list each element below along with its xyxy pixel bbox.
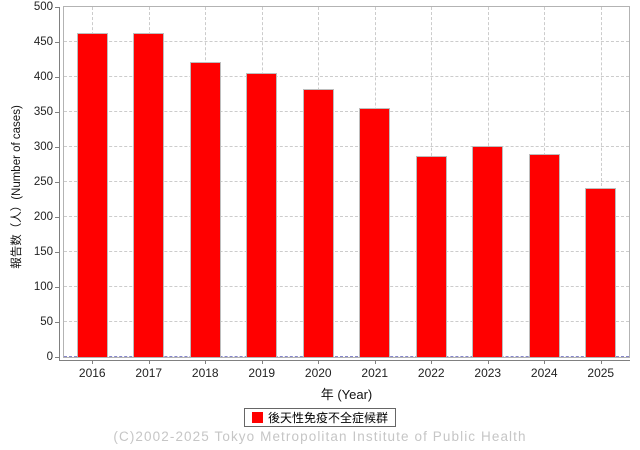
x-tick-label-2024: 2024 <box>530 366 558 380</box>
y-tick-mark-100 <box>55 287 59 288</box>
y-tick-label-150: 150 <box>33 246 53 258</box>
y-tick-label-500: 500 <box>33 1 53 13</box>
zero-baseline <box>64 356 629 357</box>
gridline-y-100 <box>64 286 629 287</box>
x-tick-label-2025: 2025 <box>587 366 615 380</box>
x-tick-mark-2021 <box>375 361 376 364</box>
x-tick-mark-2024 <box>544 361 545 364</box>
x-tick-mark-2022 <box>431 361 432 364</box>
y-tick-label-350: 350 <box>33 106 53 118</box>
x-tick-label-2022: 2022 <box>417 366 445 380</box>
x-tick-label-2018: 2018 <box>191 366 219 380</box>
gridline-y-200 <box>64 216 629 217</box>
gridline-y-400 <box>64 76 629 77</box>
bar-2016 <box>77 33 108 357</box>
x-tick-label-2021: 2021 <box>361 366 389 380</box>
y-tick-label-300: 300 <box>33 141 53 153</box>
y-tick-label-100: 100 <box>33 281 53 293</box>
x-axis-title: 年 (Year) <box>320 387 373 402</box>
plot-area <box>63 6 630 358</box>
legend: 後天性免疫不全症候群 <box>243 408 397 427</box>
y-tick-mark-400 <box>55 77 59 78</box>
legend-swatch-icon <box>251 412 263 423</box>
bar-2022 <box>416 156 447 357</box>
y-tick-label-200: 200 <box>33 211 53 223</box>
y-tick-mark-0 <box>55 357 59 358</box>
gridline-y-50 <box>64 321 629 322</box>
x-tick-label-2020: 2020 <box>304 366 332 380</box>
gridline-y-450 <box>64 41 629 42</box>
gridline-y-300 <box>64 146 629 147</box>
y-axis-line <box>59 7 60 361</box>
x-tick-mark-2019 <box>262 361 263 364</box>
y-tick-label-400: 400 <box>33 71 53 83</box>
x-tick-label-2023: 2023 <box>474 366 502 380</box>
x-tick-label-2019: 2019 <box>248 366 276 380</box>
y-tick-label-250: 250 <box>33 176 53 188</box>
y-tick-mark-450 <box>55 42 59 43</box>
y-tick-mark-150 <box>55 252 59 253</box>
y-tick-mark-200 <box>55 217 59 218</box>
x-tick-label-2017: 2017 <box>135 366 163 380</box>
y-tick-mark-350 <box>55 112 59 113</box>
bar-2020 <box>303 89 334 357</box>
bar-2021 <box>359 108 390 357</box>
bar-2018 <box>190 62 221 357</box>
bar-2019 <box>246 73 277 357</box>
y-tick-label-0: 0 <box>46 351 53 363</box>
gridline-y-150 <box>64 251 629 252</box>
x-tick-mark-2016 <box>92 361 93 364</box>
x-tick-mark-2025 <box>601 361 602 364</box>
x-tick-label-2016: 2016 <box>78 366 106 380</box>
x-tick-mark-2018 <box>205 361 206 364</box>
bar-2025 <box>585 188 616 357</box>
y-tick-mark-500 <box>55 7 59 8</box>
y-tick-mark-300 <box>55 147 59 148</box>
x-axis-line <box>59 360 630 361</box>
y-tick-label-50: 50 <box>40 316 53 328</box>
x-tick-mark-2023 <box>488 361 489 364</box>
x-tick-mark-2020 <box>318 361 319 364</box>
legend-label: 後天性免疫不全症候群 <box>267 411 389 425</box>
bar-2024 <box>529 154 560 357</box>
gridline-y-250 <box>64 181 629 182</box>
bar-2023 <box>472 146 503 357</box>
copyright-text: (C)2002-2025 Tokyo Metropolitan Institut… <box>113 429 527 444</box>
y-tick-mark-50 <box>55 322 59 323</box>
y-tick-label-450: 450 <box>33 36 53 48</box>
x-tick-mark-2017 <box>149 361 150 364</box>
bar-2017 <box>133 33 164 357</box>
gridline-y-350 <box>64 111 629 112</box>
gridline-x-2025 <box>601 7 602 357</box>
y-tick-mark-250 <box>55 182 59 183</box>
